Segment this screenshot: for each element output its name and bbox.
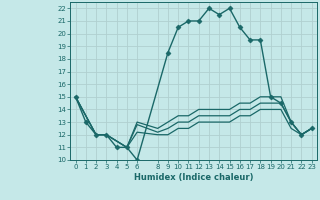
X-axis label: Humidex (Indice chaleur): Humidex (Indice chaleur)	[134, 173, 253, 182]
